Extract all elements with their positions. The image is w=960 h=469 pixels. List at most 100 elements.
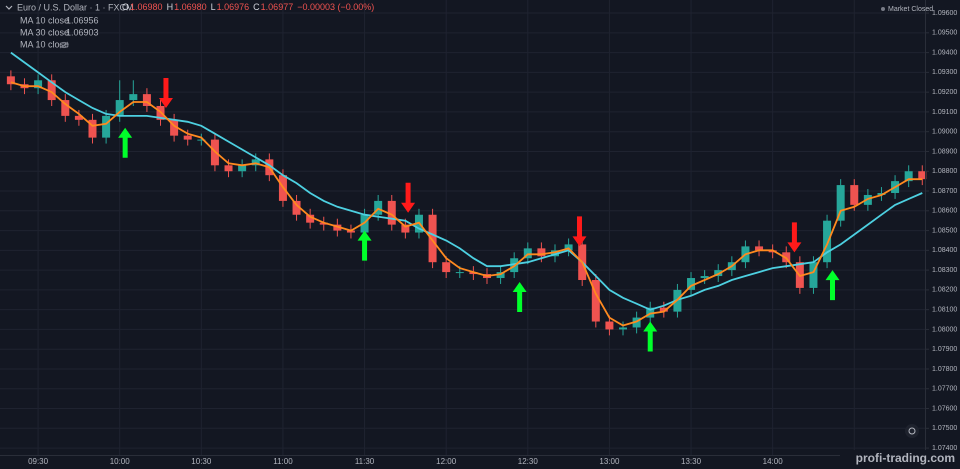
x-tick-label: 14:00: [763, 457, 784, 466]
sell-arrow: [158, 77, 173, 108]
candle-body: [605, 321, 614, 330]
candle-body: [401, 224, 410, 233]
y-tick-label: 1.09300: [932, 69, 957, 76]
y-tick-label: 1.08100: [932, 307, 957, 314]
ma-line: [10, 81, 923, 327]
collapse-icon[interactable]: [5, 5, 13, 10]
ohlc-label: O: [122, 2, 129, 12]
candle-body: [659, 307, 668, 312]
candle-body: [428, 214, 437, 263]
x-tick-label: 13:00: [599, 457, 620, 466]
candle-body: [6, 76, 15, 85]
candle-body: [455, 272, 464, 274]
ohlc-value: 1.06980: [174, 2, 207, 12]
candle-body: [224, 165, 233, 172]
y-tick-label: 1.08200: [932, 287, 957, 294]
candle-body: [632, 317, 641, 328]
y-tick-label: 1.08400: [932, 247, 957, 254]
candle-body: [809, 262, 818, 288]
sell-arrow: [401, 182, 416, 213]
ohlc-value: 1.06980: [130, 2, 163, 12]
watermark-bg: [840, 450, 960, 469]
candle-body: [251, 159, 260, 166]
study-name[interactable]: MA 10 close: [20, 15, 69, 25]
candle-body: [619, 327, 628, 330]
candle-body: [47, 80, 56, 101]
y-tick-label: 1.09600: [932, 10, 957, 17]
candle-body: [74, 115, 83, 120]
plot: [6, 51, 927, 352]
candle-body: [700, 276, 709, 279]
hidden-icon[interactable]: [59, 41, 69, 49]
candle-body: [564, 244, 573, 251]
candle-body: [537, 248, 546, 257]
ohlc-label: L: [211, 2, 216, 12]
x-tick-label: 09:30: [28, 457, 49, 466]
y-tick-label: 1.09500: [932, 30, 957, 37]
symbol: Euro / U.S. Dollar · 1 · FXCM: [17, 2, 134, 12]
buy-arrow: [357, 230, 372, 261]
candle-body: [61, 100, 70, 116]
y-tick-label: 1.08500: [932, 227, 957, 234]
legend: Euro / U.S. Dollar · 1 · FXCM O1.06980 H1…: [5, 2, 374, 49]
ohlc-value: 1.06976: [217, 2, 250, 12]
settings-icon[interactable]: [905, 424, 919, 438]
candle-body: [442, 262, 451, 273]
candle-body: [34, 80, 43, 89]
buy-arrow: [643, 321, 658, 352]
candle-body: [850, 185, 859, 205]
watermark: profi-trading.com: [856, 451, 955, 465]
study-value: 1.06956: [66, 15, 99, 25]
y-tick-label: 1.09400: [932, 49, 957, 56]
candle-body: [496, 272, 505, 279]
candle-body: [918, 171, 927, 180]
y-tick-label: 1.08600: [932, 208, 957, 215]
sell-arrow: [572, 216, 587, 247]
y-tick-label: 1.08800: [932, 168, 957, 175]
ma-line: [10, 51, 923, 311]
x-tick-label: 10:30: [191, 457, 212, 466]
candle-body: [387, 200, 396, 225]
candle-body: [306, 214, 315, 223]
candle-body: [292, 200, 301, 215]
candle-body: [823, 220, 832, 263]
study-value: 1.06903: [66, 27, 99, 37]
y-tick-label: 1.07500: [932, 425, 957, 432]
candle-body: [102, 115, 111, 138]
candle-body: [646, 307, 655, 318]
x-tick-label: 10:00: [110, 457, 131, 466]
ohlc-value: 1.06977: [261, 2, 294, 12]
y-tick-label: 1.07600: [932, 405, 957, 412]
candle-body: [551, 250, 559, 257]
candle-body: [469, 272, 478, 275]
candle-body: [115, 100, 124, 116]
y-tick-label: 1.07400: [932, 445, 957, 452]
buy-arrow: [512, 281, 527, 312]
candle-body: [687, 278, 696, 290]
y-tick-label: 1.09200: [932, 89, 957, 96]
candle-body: [346, 230, 355, 233]
candle-body: [319, 222, 328, 225]
candle-body: [129, 94, 138, 101]
axes: 1.09600 1.09500 1.09400 1.09300 1.09200 1.091…: [28, 10, 957, 466]
buy-arrow: [825, 270, 840, 301]
ohlc-change: −0.00003 (−0.00%): [297, 2, 374, 12]
ohlc: O1.06980 H1.06980 L1.06976 C1.06977 −0.00003…: [122, 2, 374, 12]
candle-body: [591, 280, 600, 322]
candle-body: [904, 171, 913, 182]
status-dot: [881, 7, 885, 11]
ohlc-label: C: [253, 2, 260, 12]
sell-arrow: [787, 222, 802, 253]
hidden-study[interactable]: MA 10 close: [20, 39, 69, 49]
study-name[interactable]: MA 30 close: [20, 27, 69, 37]
y-tick-label: 1.08300: [932, 267, 957, 274]
candle-body: [170, 119, 179, 136]
x-tick-label: 13:30: [681, 457, 702, 466]
candle-body: [238, 165, 247, 172]
y-tick-label: 1.07800: [932, 366, 957, 373]
candle-body: [88, 119, 97, 138]
candle-body: [142, 94, 151, 106]
y-tick-label: 1.09100: [932, 109, 957, 116]
